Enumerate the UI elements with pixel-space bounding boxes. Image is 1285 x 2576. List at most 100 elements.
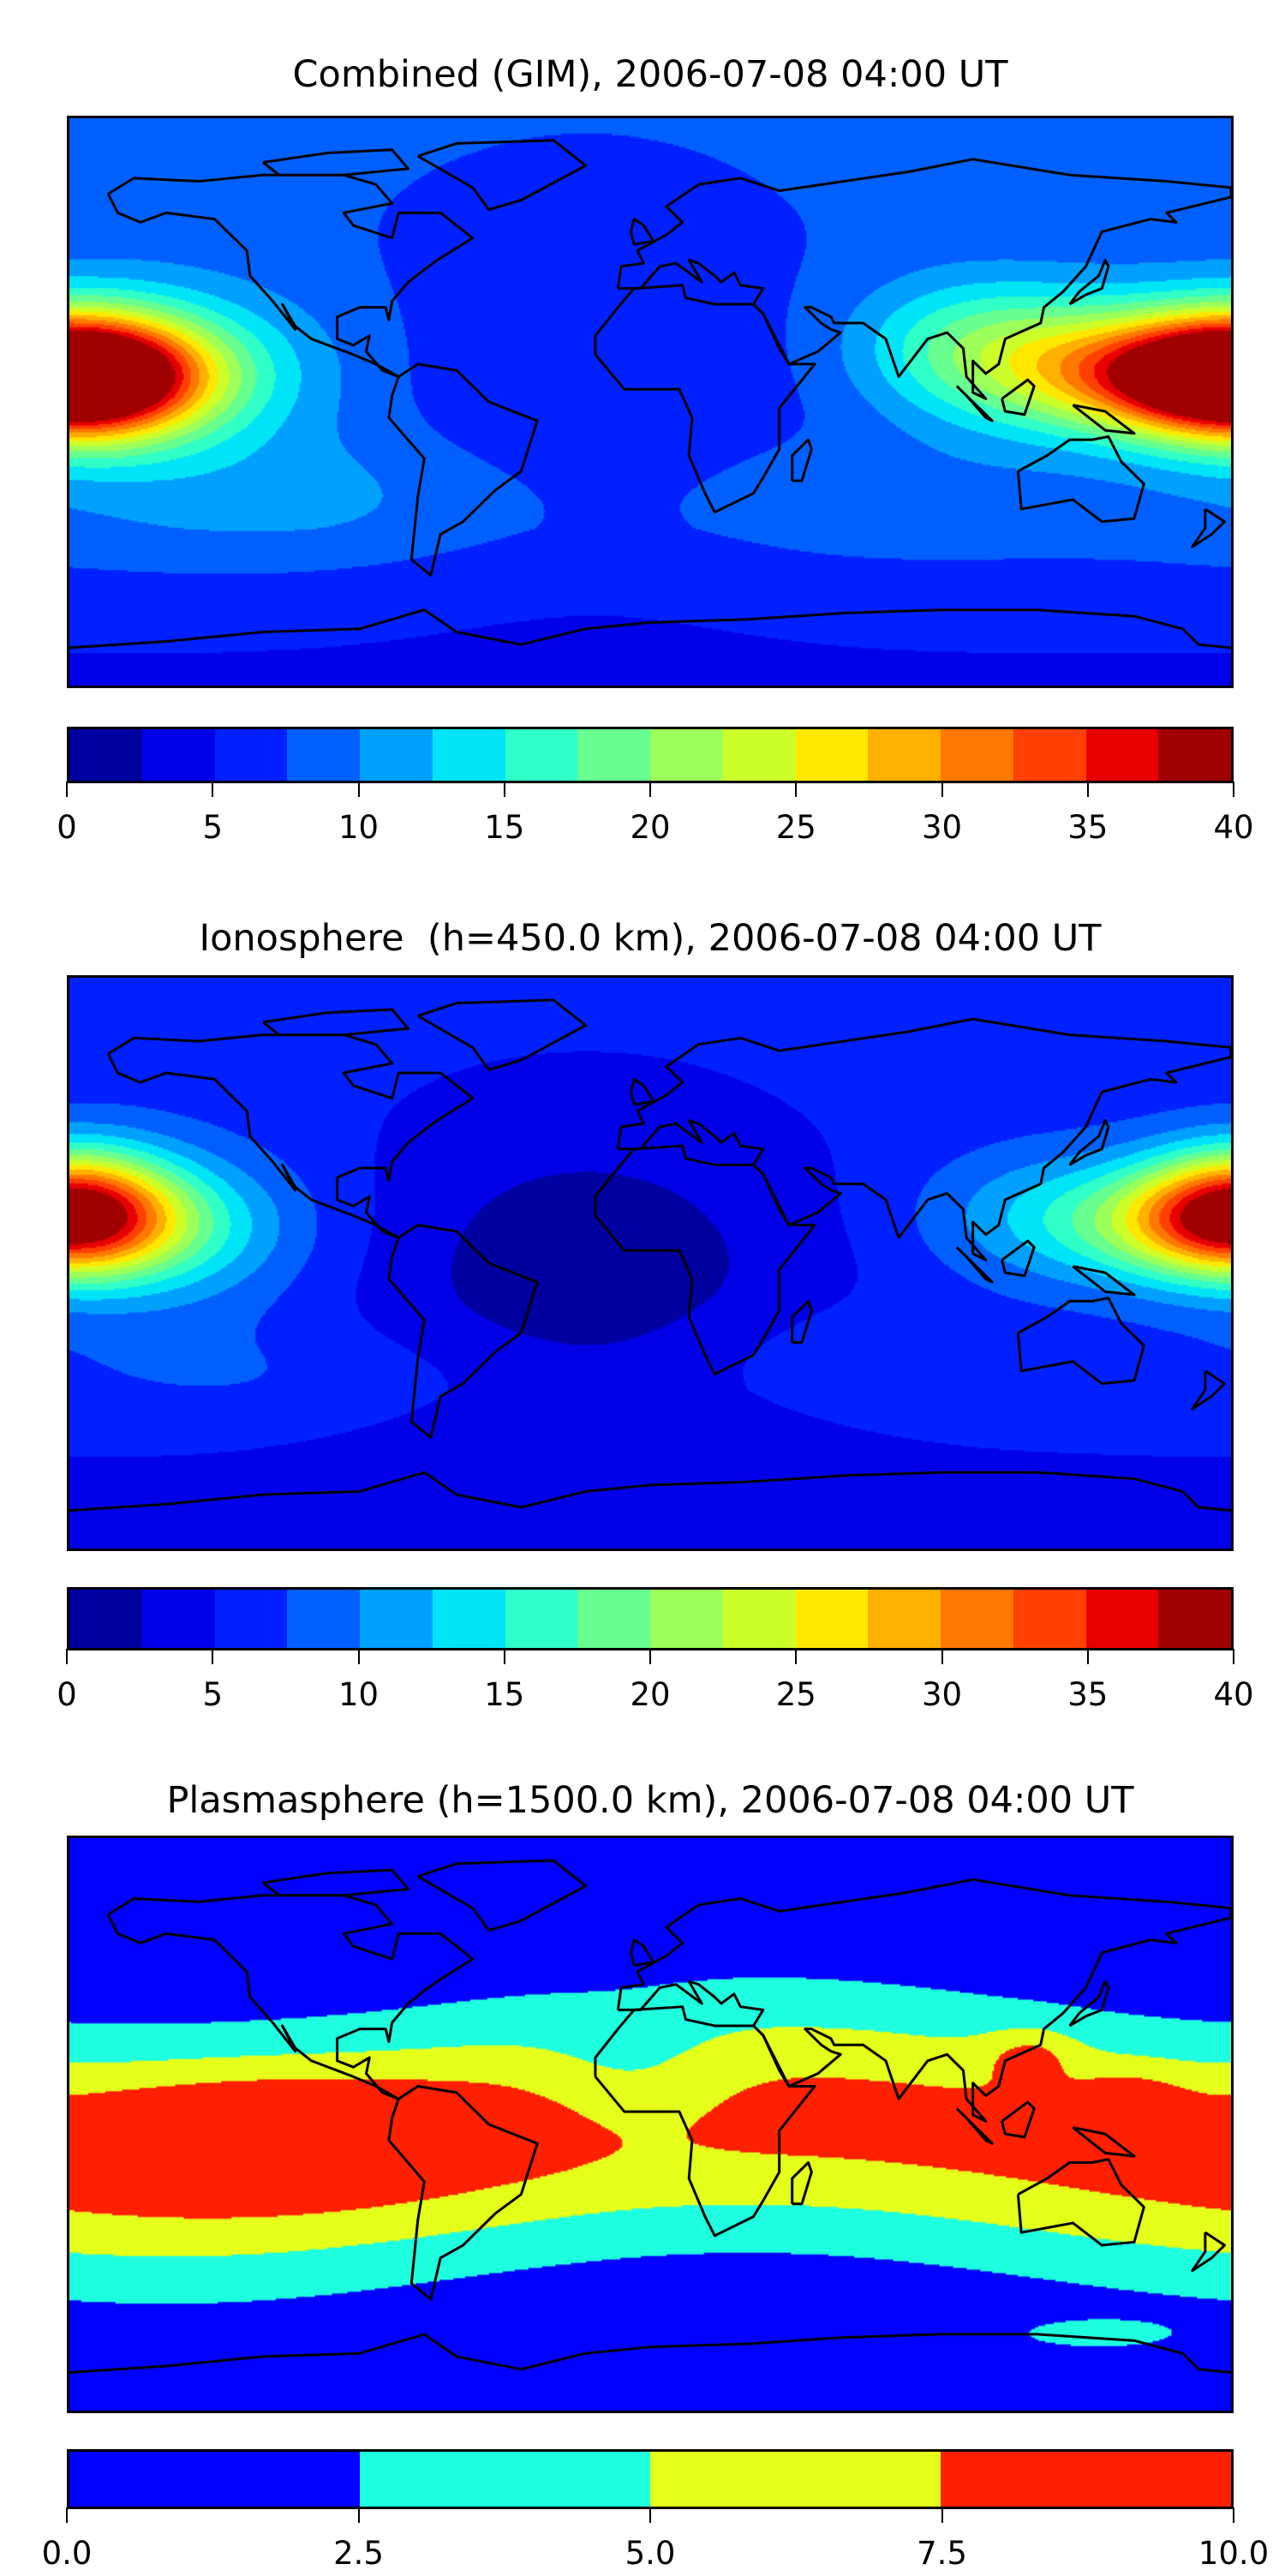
colorbar-tick-mark xyxy=(1086,1649,1089,1664)
colorbar-segment xyxy=(287,729,360,781)
colorbar-segment xyxy=(722,729,796,781)
coastline-borneo xyxy=(1002,2102,1035,2137)
colorbar-tick-label: 40 xyxy=(1213,1676,1254,1713)
combined-map xyxy=(67,116,1234,688)
colorbar-tick-label: 25 xyxy=(775,1676,816,1713)
colorbar-segment xyxy=(650,729,723,781)
colorbar-tick-label: 10 xyxy=(338,809,380,846)
colorbar-tick-mark xyxy=(212,1649,214,1664)
ionosphere-title: Ionosphere (h=450.0 km), 2006-07-08 04:0… xyxy=(199,917,1102,960)
colorbar-tick-label: 5 xyxy=(202,809,224,846)
coastline-madagascar xyxy=(792,1301,812,1342)
colorbar-segment xyxy=(69,2452,360,2507)
colorbar-segment xyxy=(577,1590,650,1648)
colorbar-tick-mark xyxy=(357,2507,360,2523)
coastlines xyxy=(69,118,1231,686)
colorbar-tick-mark xyxy=(66,782,68,797)
plasmasphere-title: Plasmasphere (h=1500.0 km), 2006-07-08 0… xyxy=(166,1779,1134,1822)
colorbar-segment xyxy=(69,1590,142,1648)
colorbar-tick-label: 15 xyxy=(484,1676,525,1713)
colorbar-tick-label: 20 xyxy=(630,809,671,846)
colorbar-tick-mark xyxy=(357,782,360,797)
colorbar-tick-label: 5 xyxy=(202,1676,224,1713)
colorbar-segment xyxy=(868,729,941,781)
colorbar-tick-mark xyxy=(941,1649,943,1664)
colorbar-segment xyxy=(722,1590,796,1648)
colorbar-segment xyxy=(505,1590,578,1648)
coastline-south-america xyxy=(389,364,537,575)
ionosphere-contour-field xyxy=(69,978,1231,1549)
colorbar-tick-mark xyxy=(649,1649,651,1664)
colorbar-tick-mark xyxy=(357,1649,360,1664)
coastline-arctic-islands xyxy=(263,150,409,175)
colorbar-tick-mark xyxy=(66,1649,68,1664)
coastline-antarctica xyxy=(69,610,1231,648)
colorbar-tick-label: 30 xyxy=(921,809,963,846)
colorbar-tick-label: 5.0 xyxy=(625,2535,676,2572)
colorbar-segment xyxy=(868,1590,941,1648)
coastline-sumatra xyxy=(957,2108,992,2143)
colorbar-segment xyxy=(650,1590,723,1648)
coastline-antarctica xyxy=(69,2334,1231,2373)
colorbar-tick-mark xyxy=(941,2507,943,2523)
coastline-new-zealand xyxy=(1192,509,1225,547)
colorbar-tick-label: 0.0 xyxy=(41,2535,93,2572)
colorbar-tick-mark xyxy=(1233,1649,1234,1664)
coastline-australia xyxy=(1018,1298,1144,1384)
coastline-new-zealand xyxy=(1192,1371,1225,1409)
coastline-antarctica xyxy=(69,1472,1231,1510)
colorbar-segment xyxy=(795,1590,869,1648)
plasmasphere-contour-field xyxy=(69,1838,1231,2411)
plasmasphere-map xyxy=(67,1836,1234,2413)
colorbar-segment xyxy=(1158,1590,1231,1648)
colorbar-tick-mark xyxy=(503,782,505,797)
coastline-sumatra xyxy=(957,386,992,421)
colorbar-tick-mark xyxy=(1086,782,1089,797)
coastlines xyxy=(69,1838,1231,2411)
colorbar-tick-label: 40 xyxy=(1213,809,1254,846)
colorbar-segment xyxy=(360,2452,650,2507)
colorbar-tick-mark xyxy=(503,1649,505,1664)
colorbar-segment xyxy=(795,729,869,781)
coastline-new-guinea xyxy=(1073,405,1134,434)
coastlines xyxy=(69,978,1231,1549)
coastline-arctic-islands xyxy=(263,1009,409,1035)
coastline-japan xyxy=(1070,261,1109,304)
coastline-south-america xyxy=(389,2086,537,2299)
coastline-new-guinea xyxy=(1073,2128,1134,2156)
ionosphere-colorbar-ticks: 0 5 10 15 20 25 30 35 40 xyxy=(57,1649,1254,1717)
colorbar-segment xyxy=(287,1590,360,1648)
colorbar-tick-mark xyxy=(1233,2507,1234,2523)
colorbar-tick-label: 7.5 xyxy=(917,2535,967,2572)
colorbar-segment xyxy=(1013,729,1086,781)
ionosphere-map xyxy=(67,975,1234,1551)
colorbar-segment xyxy=(214,1590,288,1648)
colorbar-segment xyxy=(577,729,650,781)
colorbar-tick-label: 35 xyxy=(1067,809,1109,846)
coastline-australia xyxy=(1018,2160,1144,2245)
colorbar-tick-mark xyxy=(649,782,651,797)
coastline-greenland xyxy=(418,1860,586,1931)
colorbar-segment xyxy=(1013,1590,1086,1648)
colorbar-tick-mark xyxy=(795,1649,798,1664)
coastline-australia xyxy=(1018,436,1144,521)
coastline-new-guinea xyxy=(1073,1267,1134,1295)
colorbar-segment xyxy=(1085,729,1159,781)
combined-contour-field xyxy=(69,118,1231,686)
combined-colorbar xyxy=(67,727,1234,783)
colorbar-tick-label: 25 xyxy=(775,809,816,846)
colorbar-tick-label: 2.5 xyxy=(333,2535,384,2572)
colorbar-segment xyxy=(360,729,433,781)
coastline-new-zealand xyxy=(1192,2232,1225,2271)
plasmasphere-colorbar xyxy=(67,2449,1234,2509)
coastline-uk xyxy=(631,219,653,244)
colorbar-tick-mark xyxy=(66,2507,68,2523)
colorbar-segment xyxy=(432,729,505,781)
coastline-japan xyxy=(1070,1121,1109,1165)
coastline-eurasia xyxy=(618,1019,1231,1260)
coastline-africa xyxy=(595,1146,815,1374)
combined-colorbar-ticks: 0 5 10 15 20 25 30 35 40 xyxy=(57,782,1254,850)
coastline-greenland xyxy=(418,1000,586,1069)
coastline-uk xyxy=(631,1079,653,1105)
colorbar-tick-mark xyxy=(1233,782,1234,797)
